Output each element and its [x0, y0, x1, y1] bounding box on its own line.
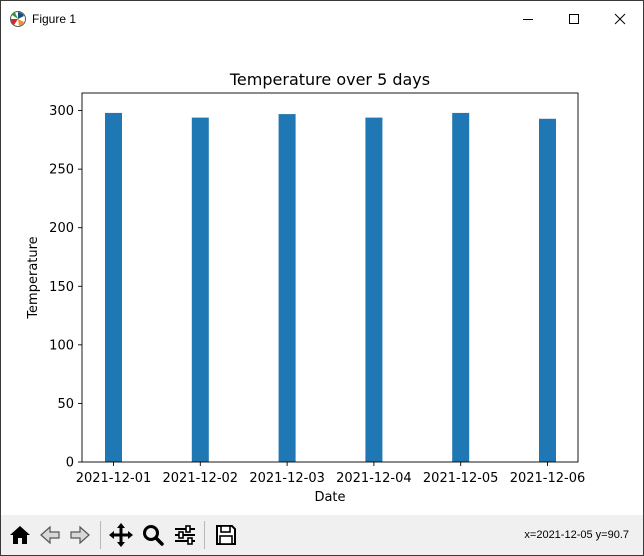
window-title: Figure 1 [32, 12, 77, 26]
y-tick-label: 100 [49, 338, 74, 353]
plot-frame [81, 92, 579, 463]
y-tick-label: 250 [49, 163, 74, 178]
back-button[interactable] [35, 520, 64, 549]
home-icon [9, 525, 30, 544]
chart-title: Temperature over 5 days [229, 70, 430, 89]
cursor-coordinates: x=2021-12-05 y=90.7 [524, 529, 629, 541]
home-button[interactable] [5, 520, 34, 549]
chart-bar [539, 118, 556, 463]
y-axis-label: Temperature [26, 236, 41, 319]
forward-button[interactable] [65, 520, 94, 549]
configure-subplots-icon [174, 524, 195, 545]
chart-bar [105, 112, 122, 463]
save-button[interactable] [211, 520, 240, 549]
save-icon [215, 524, 236, 545]
pan-button[interactable] [106, 520, 135, 549]
y-tick-label: 200 [49, 221, 74, 236]
maximize-icon [569, 14, 579, 24]
navigation-toolbar: x=2021-12-05 y=90.7 [1, 515, 643, 555]
x-tick-label: 2021-12-01 [76, 471, 152, 486]
configure-subplots-button[interactable] [170, 520, 199, 549]
minimize-icon [523, 19, 533, 20]
x-tick-label: 2021-12-03 [249, 471, 325, 486]
x-axis-label: Date [314, 490, 345, 505]
toolbar-separator [204, 521, 205, 549]
forward-icon [69, 525, 90, 544]
chart-bar [191, 117, 209, 462]
title-bar[interactable]: Figure 1 [1, 1, 643, 37]
y-tick-label: 50 [57, 397, 74, 412]
zoom-icon [142, 524, 164, 546]
bar-chart: 0 50 100 150 200 250 300 2021-12-01 2021-12-02 20… [26, 70, 586, 505]
close-icon [614, 13, 626, 25]
matplotlib-logo-icon [10, 11, 26, 27]
pan-icon [108, 522, 133, 547]
chart-bar [278, 114, 296, 462]
minimize-button[interactable] [505, 1, 551, 37]
chart-bar [365, 117, 383, 462]
x-tick-label: 2021-12-02 [163, 471, 239, 486]
maximize-button[interactable] [551, 1, 597, 37]
y-tick-label: 150 [49, 280, 74, 295]
chart-bar [452, 112, 470, 463]
x-tick-label: 2021-12-06 [510, 471, 586, 486]
toolbar-separator [100, 521, 101, 549]
back-icon [39, 525, 60, 544]
y-tick-label: 300 [49, 104, 74, 119]
close-button[interactable] [597, 1, 643, 37]
x-tick-label: 2021-12-04 [336, 471, 412, 486]
zoom-button[interactable] [138, 520, 167, 549]
figure-canvas[interactable]: 0 50 100 150 200 250 300 2021-12-01 2021-12-02 20… [1, 37, 643, 515]
y-tick-label: 0 [66, 456, 74, 471]
x-tick-label: 2021-12-05 [423, 471, 499, 486]
